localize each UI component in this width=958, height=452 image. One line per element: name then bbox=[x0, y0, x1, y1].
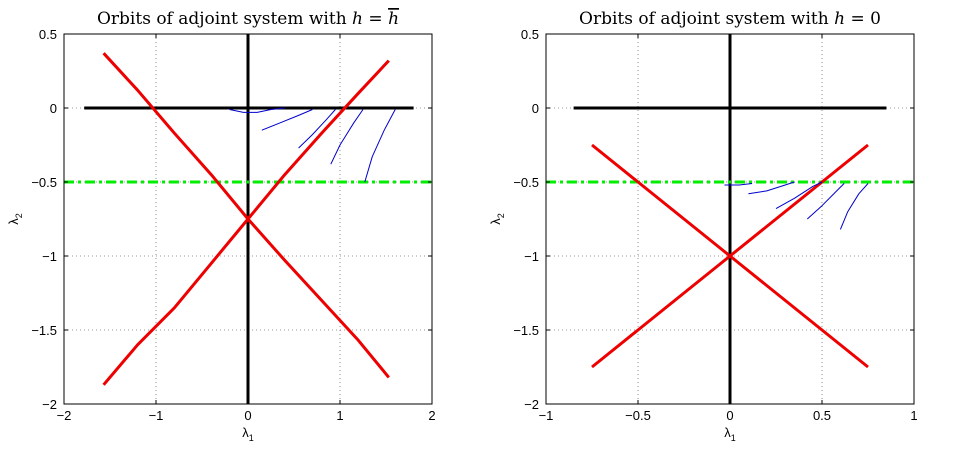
chart-2-xtick-label: 0.5 bbox=[813, 408, 831, 423]
chart-2-xtick-label: −1 bbox=[539, 408, 554, 423]
chart-2-blue-orbit bbox=[724, 183, 753, 186]
chart-1-xtick-label: 2 bbox=[428, 408, 435, 423]
chart-2-series-group bbox=[546, 34, 914, 404]
chart-2-ylabel: λ2 bbox=[488, 213, 506, 225]
chart-1: −2 −1 0 1 2 −2 −1.5 −1 −0.5 0 0.5 λ1 λ2 Orbits of adj… bbox=[6, 9, 436, 443]
chart-1-xtick-label: 1 bbox=[336, 408, 343, 423]
chart-2-ytick-label: −1.5 bbox=[513, 323, 539, 338]
chart-2-xtick-label: 1 bbox=[910, 408, 917, 423]
chart-2-ytick-label: 0 bbox=[532, 101, 539, 116]
chart-1-ylabel: λ2 bbox=[6, 213, 24, 225]
chart-1-title: Orbits of adjoint system with h = h bbox=[97, 9, 399, 29]
chart-1-blue-orbit bbox=[298, 109, 336, 149]
chart-2-blue-orbit bbox=[775, 181, 823, 210]
chart-1-series-group bbox=[64, 34, 432, 404]
chart-2-xtick-label: −0.5 bbox=[625, 408, 651, 423]
chart-1-xtick-label: −2 bbox=[57, 408, 72, 423]
chart-1-blue-orbit bbox=[330, 109, 364, 165]
chart-1-ytick-label: 0.5 bbox=[39, 27, 57, 42]
chart-2-blue-orbit bbox=[806, 183, 845, 220]
chart-2-ytick-label: −2 bbox=[524, 397, 539, 412]
chart-1-ytick-label: −2 bbox=[42, 397, 57, 412]
chart-2-title: Orbits of adjoint system with h = 0 bbox=[579, 9, 881, 29]
chart-2-ytick-label: −1 bbox=[524, 249, 539, 264]
chart-2-ytick-label: 0.5 bbox=[521, 27, 539, 42]
chart-1-red-line bbox=[102, 59, 390, 386]
chart-1-blue-orbit bbox=[261, 109, 313, 131]
chart-1-ytick-label: −0.5 bbox=[31, 175, 57, 190]
chart-1-ytick-label: −1.5 bbox=[31, 323, 57, 338]
chart-2-xtick-label: 0 bbox=[726, 408, 733, 423]
chart-1-blue-orbit bbox=[364, 109, 396, 183]
chart-1-blue-orbit bbox=[229, 107, 285, 113]
chart-2-blue-orbit bbox=[839, 183, 869, 230]
chart-1-ytick-label: 0 bbox=[50, 101, 57, 116]
chart-2-ytick-label: −0.5 bbox=[513, 175, 539, 190]
chart-2-blue-orbit bbox=[748, 181, 795, 195]
chart-1-xtick-label: −1 bbox=[149, 408, 164, 423]
chart-1-xtick-label: 0 bbox=[244, 408, 251, 423]
chart-2: −1 −0.5 0 0.5 1 −2 −1.5 −1 −0.5 0 0.5 λ1 λ2 Orbits of… bbox=[488, 9, 918, 443]
chart-1-ytick-label: −1 bbox=[42, 249, 57, 264]
chart-2-xlabel: λ1 bbox=[724, 425, 736, 443]
chart-1-xlabel: λ1 bbox=[242, 425, 254, 443]
